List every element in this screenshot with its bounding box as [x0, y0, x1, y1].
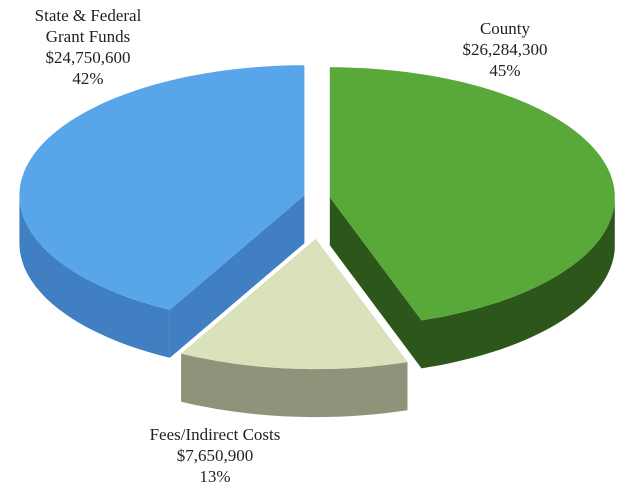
slice-side: [181, 353, 408, 418]
slice-wall: [329, 197, 422, 369]
percent-label: 42%: [72, 69, 104, 88]
slice-label: State & Federal Grant Funds $24,750,600 42…: [13, 5, 163, 89]
slice-side: [19, 195, 170, 358]
category-label: County: [479, 19, 531, 38]
percent-label: 13%: [199, 467, 231, 486]
slice: [181, 239, 408, 370]
slice-label: Fees/Indirect Costs $7,650,900 13%: [120, 424, 310, 487]
value-label: $7,650,900: [176, 446, 254, 465]
slice-wall: [169, 195, 305, 358]
slice-label: County $26,284,300 45%: [430, 18, 580, 81]
percent-label: 45%: [489, 61, 521, 80]
category-label: State & Federal Grant Funds: [34, 6, 142, 46]
category-label: Fees/Indirect Costs: [149, 425, 281, 444]
value-label: $24,750,600: [45, 48, 131, 67]
slice: [329, 67, 615, 321]
value-label: $26,284,300: [462, 40, 548, 59]
slice: [19, 65, 305, 310]
slice-side: [421, 197, 615, 369]
